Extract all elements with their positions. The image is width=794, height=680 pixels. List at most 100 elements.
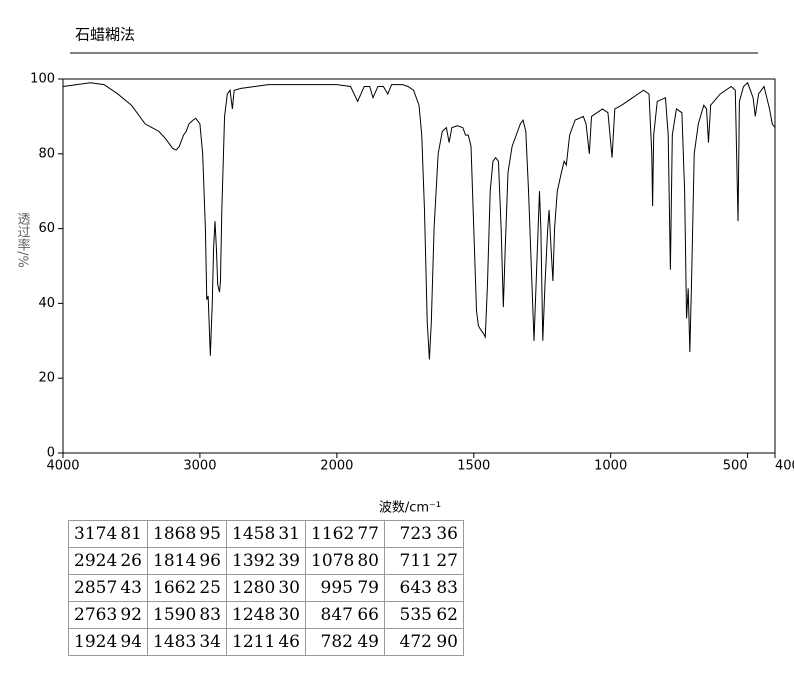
transmittance: 46	[278, 632, 300, 652]
wavenumber: 1078	[311, 551, 355, 571]
transmittance: 81	[120, 524, 142, 544]
table-cell: 472 90	[384, 628, 464, 656]
table-cell: 643 83	[384, 574, 464, 602]
table-cell: 995 79	[305, 574, 385, 602]
table-cell: 2857 43	[68, 574, 148, 602]
x-tick-label: 400	[775, 459, 794, 474]
transmittance: 27	[436, 551, 458, 571]
table-row: 2924 26 1814 96 1392 39 1078 80 711 27	[68, 547, 464, 575]
wavenumber: 711	[399, 551, 432, 571]
y-tick-label: 100	[30, 72, 55, 87]
transmittance: 95	[199, 524, 221, 544]
table-cell: 535 62	[384, 601, 464, 629]
x-axis-label: 波数/cm⁻¹	[379, 501, 441, 516]
y-tick-label: 80	[38, 146, 55, 161]
table-cell: 1590 83	[147, 601, 227, 629]
transmittance: 34	[199, 632, 221, 652]
wavenumber: 1924	[74, 632, 118, 652]
transmittance: 31	[278, 524, 300, 544]
wavenumber: 2857	[74, 578, 118, 598]
table-row: 1924 94 1483 34 1211 46 782 49 472 90	[68, 628, 464, 656]
transmittance: 83	[436, 578, 458, 598]
transmittance: 30	[278, 578, 300, 598]
peak-table: 3174 81 1868 95 1458 31 1162 77 723 36 2924 26 1814 9…	[68, 520, 464, 656]
table-cell: 2763 92	[68, 601, 148, 629]
table-cell: 847 66	[305, 601, 385, 629]
wavenumber: 2763	[74, 605, 118, 625]
spectrum-line	[62, 81, 776, 360]
y-tick-label: 40	[38, 296, 55, 311]
table-cell: 1814 96	[147, 547, 227, 575]
transmittance: 25	[199, 578, 221, 598]
wavenumber: 535	[399, 605, 432, 625]
transmittance: 79	[357, 578, 379, 598]
transmittance: 62	[436, 605, 458, 625]
wavenumber: 782	[320, 632, 353, 652]
wavenumber: 847	[320, 605, 353, 625]
wavenumber: 1211	[232, 632, 276, 652]
table-cell: 1924 94	[68, 628, 148, 656]
wavenumber: 995	[320, 578, 353, 598]
wavenumber: 1392	[232, 551, 276, 571]
transmittance: 96	[199, 551, 221, 571]
wavenumber: 1868	[153, 524, 197, 544]
transmittance: 80	[357, 551, 379, 571]
x-tick-label: 3000	[183, 459, 216, 474]
x-tick-label: 500	[723, 459, 748, 474]
table-cell: 723 36	[384, 520, 464, 548]
wavenumber: 1662	[153, 578, 197, 598]
table-cell: 3174 81	[68, 520, 148, 548]
y-tick-label: 0	[47, 446, 55, 461]
transmittance: 26	[120, 551, 142, 571]
wavenumber: 1458	[232, 524, 276, 544]
table-cell: 782 49	[305, 628, 385, 656]
wavenumber: 472	[399, 632, 432, 652]
transmittance: 94	[120, 632, 142, 652]
transmittance: 92	[120, 605, 142, 625]
table-cell: 1078 80	[305, 547, 385, 575]
transmittance: 49	[357, 632, 379, 652]
transmittance: 66	[357, 605, 379, 625]
transmittance: 36	[436, 524, 458, 544]
y-tick-label: 60	[38, 221, 55, 236]
transmittance: 30	[278, 605, 300, 625]
transmittance: 77	[357, 524, 379, 544]
table-row: 2763 92 1590 83 1248 30 847 66 535 62	[68, 601, 464, 629]
wavenumber: 1162	[311, 524, 355, 544]
table-cell: 2924 26	[68, 547, 148, 575]
wavenumber: 1590	[153, 605, 197, 625]
table-cell: 1662 25	[147, 574, 227, 602]
wavenumber: 3174	[74, 524, 118, 544]
transmittance: 43	[120, 578, 142, 598]
wavenumber: 1814	[153, 551, 197, 571]
y-axis-label: 透过率/%	[15, 212, 31, 268]
table-cell: 1162 77	[305, 520, 385, 548]
wavenumber: 2924	[74, 551, 118, 571]
table-cell: 1483 34	[147, 628, 227, 656]
transmittance: 39	[278, 551, 300, 571]
table-cell: 1280 30	[226, 574, 306, 602]
table-cell: 1211 46	[226, 628, 306, 656]
table-cell: 1248 30	[226, 601, 306, 629]
wavenumber: 1248	[232, 605, 276, 625]
wavenumber: 723	[399, 524, 432, 544]
table-row: 3174 81 1868 95 1458 31 1162 77 723 36	[68, 520, 464, 548]
x-tick-label: 2000	[320, 459, 353, 474]
x-tick-label: 4000	[46, 459, 79, 474]
table-row: 2857 43 1662 25 1280 30 995 79 643 83	[68, 574, 464, 602]
wavenumber: 1280	[232, 578, 276, 598]
table-cell: 1392 39	[226, 547, 306, 575]
transmittance: 90	[436, 632, 458, 652]
table-cell: 1458 31	[226, 520, 306, 548]
chart: 石蜡糊法 波数/cm⁻¹ 透过率/% 0 20 40 60 80 100 4000 3000 2…	[15, 26, 794, 516]
plot-frame	[62, 78, 776, 454]
table-cell: 1868 95	[147, 520, 227, 548]
x-tick-label: 1000	[594, 459, 627, 474]
y-tick-label: 20	[38, 371, 55, 386]
table-cell: 711 27	[384, 547, 464, 575]
chart-title: 石蜡糊法	[75, 26, 135, 44]
wavenumber: 643	[399, 578, 432, 598]
x-tick-label: 1500	[457, 459, 490, 474]
transmittance: 83	[199, 605, 221, 625]
